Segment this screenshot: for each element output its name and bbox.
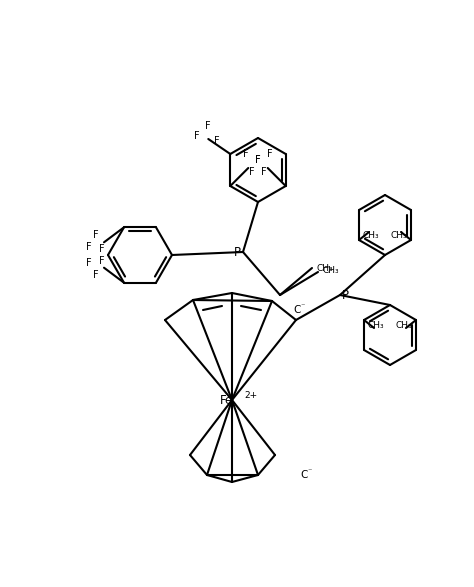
Text: CH₃: CH₃	[368, 321, 384, 329]
Text: F: F	[194, 131, 200, 141]
Text: CH₃: CH₃	[323, 265, 340, 275]
Text: F: F	[93, 269, 99, 280]
Text: P: P	[234, 245, 241, 258]
Text: CH₃: CH₃	[363, 231, 379, 239]
Text: F: F	[249, 167, 255, 177]
Text: F: F	[255, 155, 261, 165]
Text: F: F	[255, 155, 261, 165]
Text: F: F	[93, 230, 99, 240]
Text: F: F	[262, 167, 267, 177]
Text: F: F	[86, 258, 92, 268]
Text: ⁻: ⁻	[307, 467, 311, 475]
Text: C: C	[293, 305, 301, 315]
Text: C: C	[300, 470, 307, 480]
Text: CH₃: CH₃	[391, 231, 407, 239]
Text: ⁻: ⁻	[300, 302, 304, 311]
Text: F: F	[267, 149, 273, 159]
Text: F: F	[99, 256, 105, 266]
Text: F: F	[205, 121, 211, 131]
Text: 2+: 2+	[244, 390, 257, 400]
Text: F: F	[86, 242, 92, 252]
Text: P: P	[342, 288, 349, 302]
Text: CH₃: CH₃	[396, 321, 412, 329]
Text: F: F	[244, 149, 249, 159]
Text: Fe: Fe	[220, 393, 234, 407]
Text: F: F	[214, 136, 220, 146]
Text: F: F	[99, 244, 105, 254]
Text: CH₃: CH₃	[317, 264, 334, 272]
